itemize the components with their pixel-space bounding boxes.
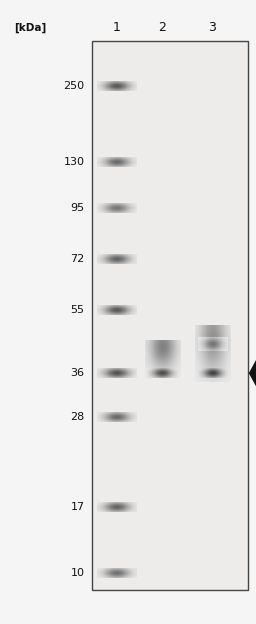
Text: 2: 2 xyxy=(159,21,166,34)
Text: 17: 17 xyxy=(70,502,84,512)
Text: 10: 10 xyxy=(70,568,84,578)
Text: 130: 130 xyxy=(63,157,84,167)
Text: 250: 250 xyxy=(63,81,84,91)
Text: 1: 1 xyxy=(113,21,120,34)
Text: 28: 28 xyxy=(70,412,84,422)
Text: 72: 72 xyxy=(70,254,84,264)
Polygon shape xyxy=(250,360,256,386)
Text: 55: 55 xyxy=(70,305,84,315)
Text: 3: 3 xyxy=(209,21,216,34)
Bar xyxy=(92,41,248,590)
Text: [kDa]: [kDa] xyxy=(14,22,46,32)
Text: 36: 36 xyxy=(70,368,84,378)
Text: 95: 95 xyxy=(70,203,84,213)
